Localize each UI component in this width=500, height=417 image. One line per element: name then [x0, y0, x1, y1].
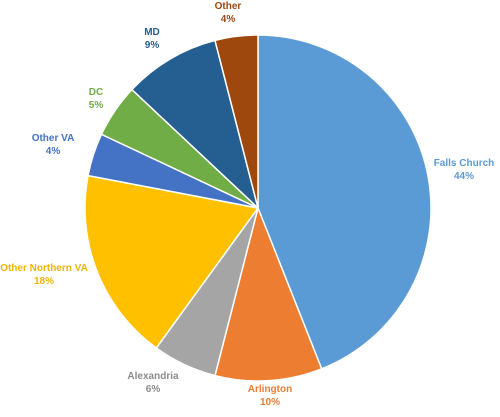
- slice-label-name: MD: [144, 27, 160, 38]
- pie-slice-md: [131, 39, 259, 209]
- slice-label-value: 18%: [34, 276, 54, 287]
- slice-label-name: Arlington: [248, 384, 292, 395]
- slice-label-value: 44%: [454, 171, 474, 182]
- pie-slices: [84, 34, 432, 382]
- slice-label-name: DC: [89, 87, 103, 98]
- pie-labels: Falls Church 44% Arlington 10% Alexandria 6% O…: [0, 1, 494, 408]
- slice-label-falls-church: Falls Church 44%: [434, 158, 495, 182]
- slice-label-alexandria: Alexandria 6%: [127, 371, 179, 395]
- slice-label-value: 4%: [221, 14, 236, 25]
- slice-label-value: 5%: [89, 100, 104, 111]
- pie-slice-arlington: [214, 207, 323, 382]
- slice-label-value: 4%: [46, 146, 61, 157]
- slice-label-value: 10%: [260, 397, 280, 408]
- slice-label-name: Other Northern VA: [0, 263, 88, 274]
- slice-label-arlington: Arlington 10%: [248, 384, 292, 408]
- pie-slice-falls-church: [257, 34, 432, 370]
- pie-slice-other: [214, 34, 259, 209]
- slice-label-name: Falls Church: [434, 158, 495, 169]
- slice-label-other-va: Other VA 4%: [32, 133, 75, 157]
- slice-label-md: MD 9%: [144, 27, 160, 51]
- pie-slice-other-northern-va: [84, 174, 259, 349]
- slice-label-name: Alexandria: [127, 371, 179, 382]
- slice-label-dc: DC 5%: [89, 87, 104, 111]
- slice-label-name: Other: [215, 1, 242, 12]
- slice-label-other: Other 4%: [215, 1, 242, 25]
- slice-label-value: 9%: [145, 40, 160, 51]
- slice-label-name: Other VA: [32, 133, 75, 144]
- slice-label-value: 6%: [146, 384, 161, 395]
- slice-label-other-northern-va: Other Northern VA 18%: [0, 263, 88, 287]
